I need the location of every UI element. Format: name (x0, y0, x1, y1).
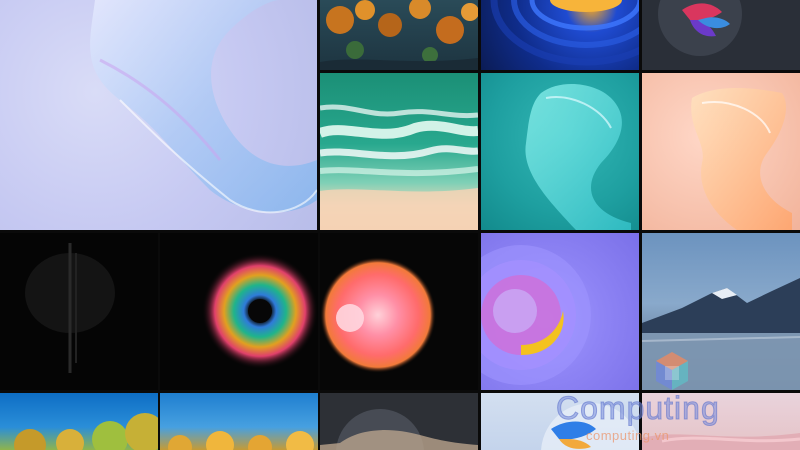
wallpaper-tile-peach-ribbon[interactable] (642, 73, 800, 230)
wallpaper-tile-grey-arc[interactable] (320, 393, 478, 450)
dark-faint-art (25, 243, 115, 373)
wallpaper-tile-teal-ribbon[interactable] (481, 73, 639, 230)
wallpaper-tile-beach-aerial[interactable] (320, 73, 478, 230)
light-fish-art (541, 403, 639, 450)
wallpaper-tile-blue-swirl[interactable] (481, 0, 639, 70)
betta-circle-art (658, 0, 742, 56)
trees-sky-2-art (168, 431, 314, 450)
peach-ribbon-art (691, 88, 792, 230)
lavender-ribbon-art (90, 0, 317, 214)
wallpaper-tile-pink-flower[interactable] (320, 233, 478, 390)
wallpaper-tile-light-fish[interactable] (481, 393, 639, 450)
pink-flower-art (320, 257, 436, 373)
wallpaper-tile-purple-eye[interactable] (481, 233, 639, 390)
wallpaper-tile-betta-circle[interactable] (642, 0, 800, 70)
wallpaper-tile-pink-desert[interactable] (642, 393, 800, 450)
trees-sky-1-art (14, 413, 158, 450)
teal-ribbon-art (525, 83, 631, 230)
wallpaper-tile-color-burst[interactable] (160, 233, 318, 390)
blue-swirl-art (490, 0, 639, 66)
mountain-lake-art (642, 278, 800, 390)
wallpaper-tile-lavender-ribbon[interactable] (0, 0, 317, 230)
wallpaper-tile-mountain-lake[interactable] (642, 233, 800, 390)
purple-eye-art (481, 245, 591, 385)
forest-aerial-art (320, 0, 478, 70)
wallpaper-tile-dark-faint[interactable] (0, 233, 158, 390)
color-burst-art (202, 253, 318, 369)
wallpaper-tile-trees-sky-2[interactable] (160, 393, 318, 450)
wallpaper-tile-forest-aerial[interactable] (320, 0, 478, 70)
pink-desert-art (642, 433, 800, 450)
beach-aerial-art (320, 104, 478, 230)
wallpaper-tile-trees-sky-1[interactable] (0, 393, 158, 450)
grey-arc-art (320, 409, 478, 450)
